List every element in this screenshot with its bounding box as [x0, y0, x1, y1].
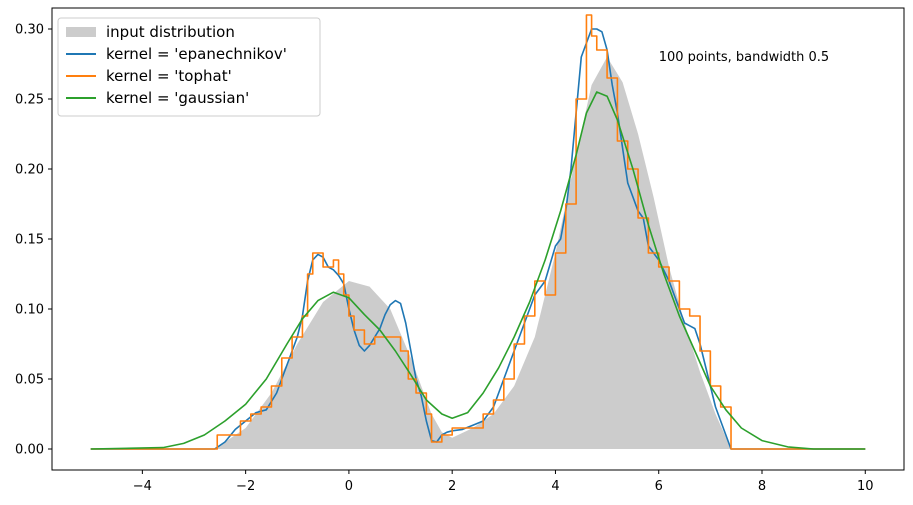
legend-box — [57, 17, 321, 117]
y-tick-label: 0.30 — [15, 23, 44, 38]
plot-area — [90, 14, 866, 450]
y-tick-label: 0.05 — [15, 373, 44, 388]
x-tick-label: 4 — [551, 479, 559, 494]
legend: input distribution kernel = 'epanechnikov… — [57, 17, 321, 117]
x-tick-label: 8 — [758, 479, 766, 494]
x-tick-label: 10 — [857, 479, 874, 494]
y-tick-label: 0.00 — [15, 443, 44, 458]
legend-label: kernel = 'epanechnikov' — [106, 45, 287, 63]
legend-label: kernel = 'tophat' — [106, 67, 232, 85]
y-tick-label: 0.15 — [15, 233, 44, 248]
x-tick-label: 0 — [345, 479, 353, 494]
axes-frame — [51, 7, 905, 471]
x-tick-label: −2 — [236, 479, 255, 494]
y-tick-label: 0.10 — [15, 303, 44, 318]
x-tick-label: −4 — [133, 479, 152, 494]
y-tick-label: 0.20 — [15, 163, 44, 178]
y-tick-label: 0.25 — [15, 93, 44, 108]
x-tick-label: 2 — [448, 479, 456, 494]
annotation-text: 100 points, bandwidth 0.5 — [659, 50, 830, 65]
series-line-1 — [90, 14, 866, 450]
series-line-2 — [90, 91, 866, 450]
y-axis: 0.00 0.05 0.10 0.15 0.20 0.25 0.30 — [15, 23, 52, 458]
legend-label: input distribution — [106, 23, 235, 41]
x-axis: −4 −2 0 2 4 6 8 10 — [133, 470, 874, 494]
x-tick-label: 6 — [655, 479, 663, 494]
legend-swatch — [66, 27, 96, 37]
legend-label: kernel = 'gaussian' — [106, 89, 249, 107]
input-distribution-area — [214, 57, 732, 449]
